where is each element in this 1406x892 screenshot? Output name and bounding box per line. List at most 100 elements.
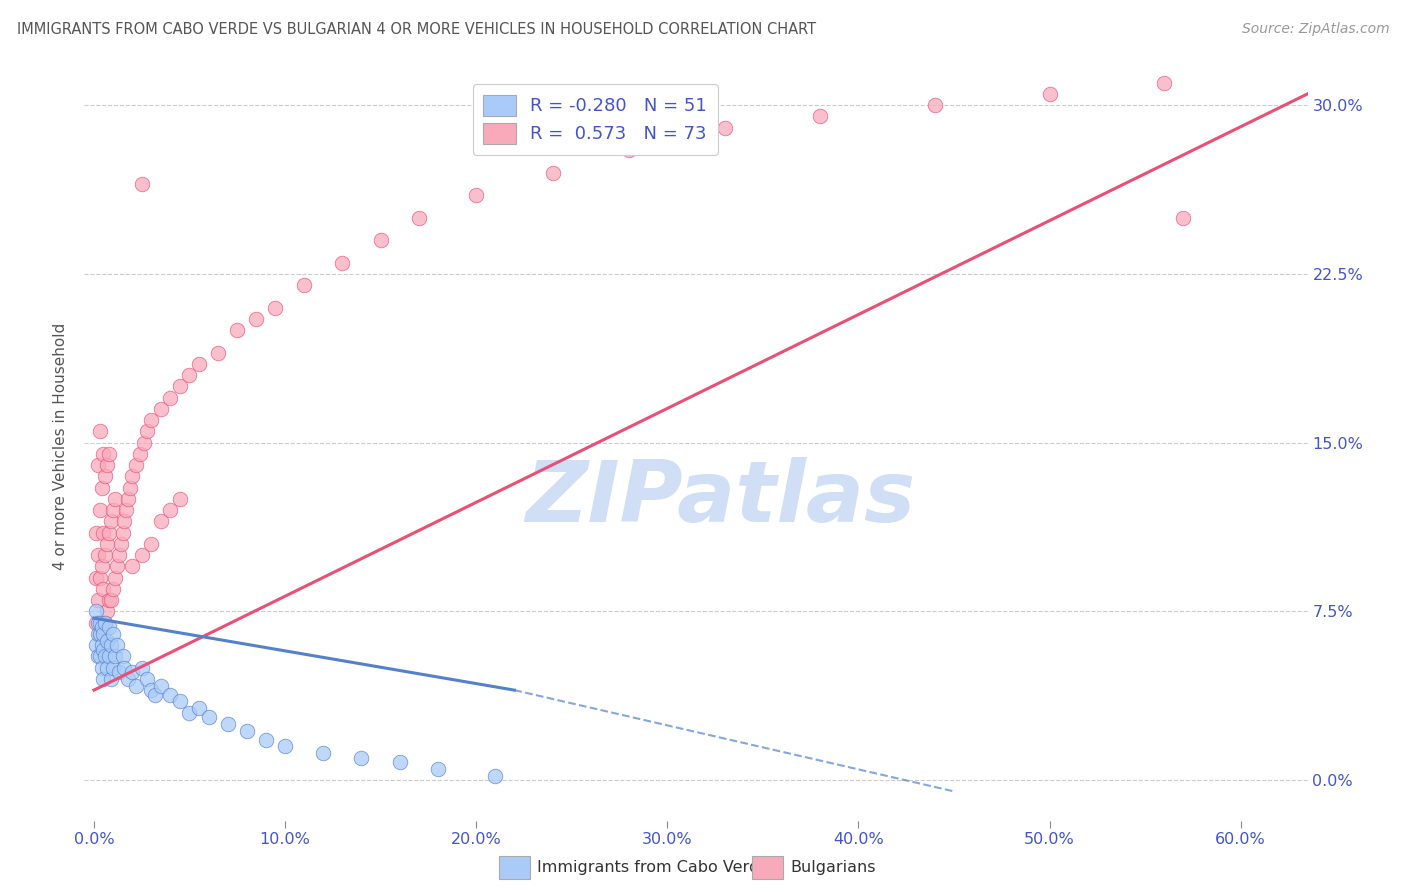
Point bbox=[96, 660, 118, 674]
Point bbox=[100, 638, 122, 652]
Point bbox=[87, 615, 110, 630]
Text: Bulgarians: Bulgarians bbox=[790, 860, 876, 875]
Point bbox=[93, 627, 115, 641]
Point bbox=[245, 311, 267, 326]
Point bbox=[93, 582, 115, 596]
Point bbox=[84, 638, 107, 652]
Text: Immigrants from Cabo Verde: Immigrants from Cabo Verde bbox=[537, 860, 769, 875]
Y-axis label: 4 or more Vehicles in Household: 4 or more Vehicles in Household bbox=[53, 322, 69, 570]
Text: Source: ZipAtlas.com: Source: ZipAtlas.com bbox=[1241, 22, 1389, 37]
Point bbox=[254, 732, 277, 747]
Point bbox=[136, 425, 159, 439]
Point bbox=[617, 143, 640, 157]
Point bbox=[188, 357, 211, 371]
Point bbox=[89, 649, 111, 664]
Point bbox=[465, 188, 488, 202]
Point bbox=[105, 638, 128, 652]
Point bbox=[1153, 76, 1175, 90]
Point bbox=[149, 515, 172, 529]
Point bbox=[96, 537, 118, 551]
Point bbox=[94, 615, 117, 630]
Point bbox=[90, 615, 112, 630]
Text: IMMIGRANTS FROM CABO VERDE VS BULGARIAN 4 OR MORE VEHICLES IN HOUSEHOLD CORRELAT: IMMIGRANTS FROM CABO VERDE VS BULGARIAN … bbox=[17, 22, 815, 37]
Point bbox=[96, 633, 118, 648]
Point bbox=[149, 679, 172, 693]
Point bbox=[332, 255, 354, 269]
Point bbox=[159, 503, 181, 517]
Point bbox=[136, 672, 159, 686]
Point bbox=[808, 109, 831, 123]
Point bbox=[115, 503, 138, 517]
Point bbox=[93, 525, 115, 540]
Point bbox=[128, 447, 150, 461]
Point bbox=[408, 211, 430, 225]
Point bbox=[101, 582, 124, 596]
Legend: R = -0.280   N = 51, R =  0.573   N = 73: R = -0.280 N = 51, R = 0.573 N = 73 bbox=[472, 84, 718, 154]
Point bbox=[120, 481, 142, 495]
Point bbox=[101, 627, 124, 641]
Point bbox=[169, 491, 191, 506]
Point bbox=[121, 469, 143, 483]
Point bbox=[924, 98, 946, 112]
Point bbox=[93, 447, 115, 461]
Text: ZIPatlas: ZIPatlas bbox=[526, 457, 915, 540]
Point bbox=[94, 649, 117, 664]
Point bbox=[107, 665, 129, 680]
Point bbox=[87, 458, 110, 472]
Point bbox=[101, 503, 124, 517]
Point bbox=[98, 447, 121, 461]
Point bbox=[87, 548, 110, 562]
Point bbox=[90, 638, 112, 652]
Point bbox=[370, 233, 392, 247]
Point bbox=[131, 548, 153, 562]
Point bbox=[169, 694, 191, 708]
Point bbox=[350, 750, 373, 764]
Point bbox=[131, 660, 153, 674]
Point bbox=[100, 515, 122, 529]
Point bbox=[90, 660, 112, 674]
Point bbox=[159, 688, 181, 702]
Point bbox=[541, 166, 564, 180]
Point bbox=[484, 769, 506, 783]
Point bbox=[226, 323, 249, 337]
Point bbox=[111, 525, 134, 540]
Point bbox=[117, 491, 139, 506]
Point bbox=[93, 672, 115, 686]
Point bbox=[87, 649, 110, 664]
Point bbox=[107, 548, 129, 562]
Point bbox=[264, 301, 287, 315]
Point bbox=[713, 120, 735, 135]
Point bbox=[98, 649, 121, 664]
Point bbox=[274, 739, 297, 754]
Point bbox=[94, 469, 117, 483]
Point bbox=[84, 604, 107, 618]
Point bbox=[90, 559, 112, 574]
Point bbox=[89, 627, 111, 641]
Point bbox=[94, 615, 117, 630]
Point bbox=[1038, 87, 1060, 101]
Point bbox=[188, 701, 211, 715]
Point bbox=[131, 177, 153, 191]
Point bbox=[89, 571, 111, 585]
Point bbox=[87, 593, 110, 607]
Point bbox=[84, 571, 107, 585]
Point bbox=[207, 345, 229, 359]
Point bbox=[96, 458, 118, 472]
Point bbox=[132, 435, 155, 450]
Point bbox=[87, 627, 110, 641]
Point bbox=[169, 379, 191, 393]
Point bbox=[1173, 211, 1195, 225]
Point bbox=[84, 525, 107, 540]
Point bbox=[114, 515, 136, 529]
Point bbox=[111, 649, 134, 664]
Point bbox=[104, 571, 127, 585]
Point bbox=[292, 278, 315, 293]
Point bbox=[117, 672, 139, 686]
Point bbox=[89, 615, 111, 630]
Point bbox=[100, 672, 122, 686]
Point bbox=[84, 615, 107, 630]
Point bbox=[89, 425, 111, 439]
Point bbox=[121, 559, 143, 574]
Point bbox=[197, 710, 219, 724]
Point bbox=[179, 368, 201, 383]
